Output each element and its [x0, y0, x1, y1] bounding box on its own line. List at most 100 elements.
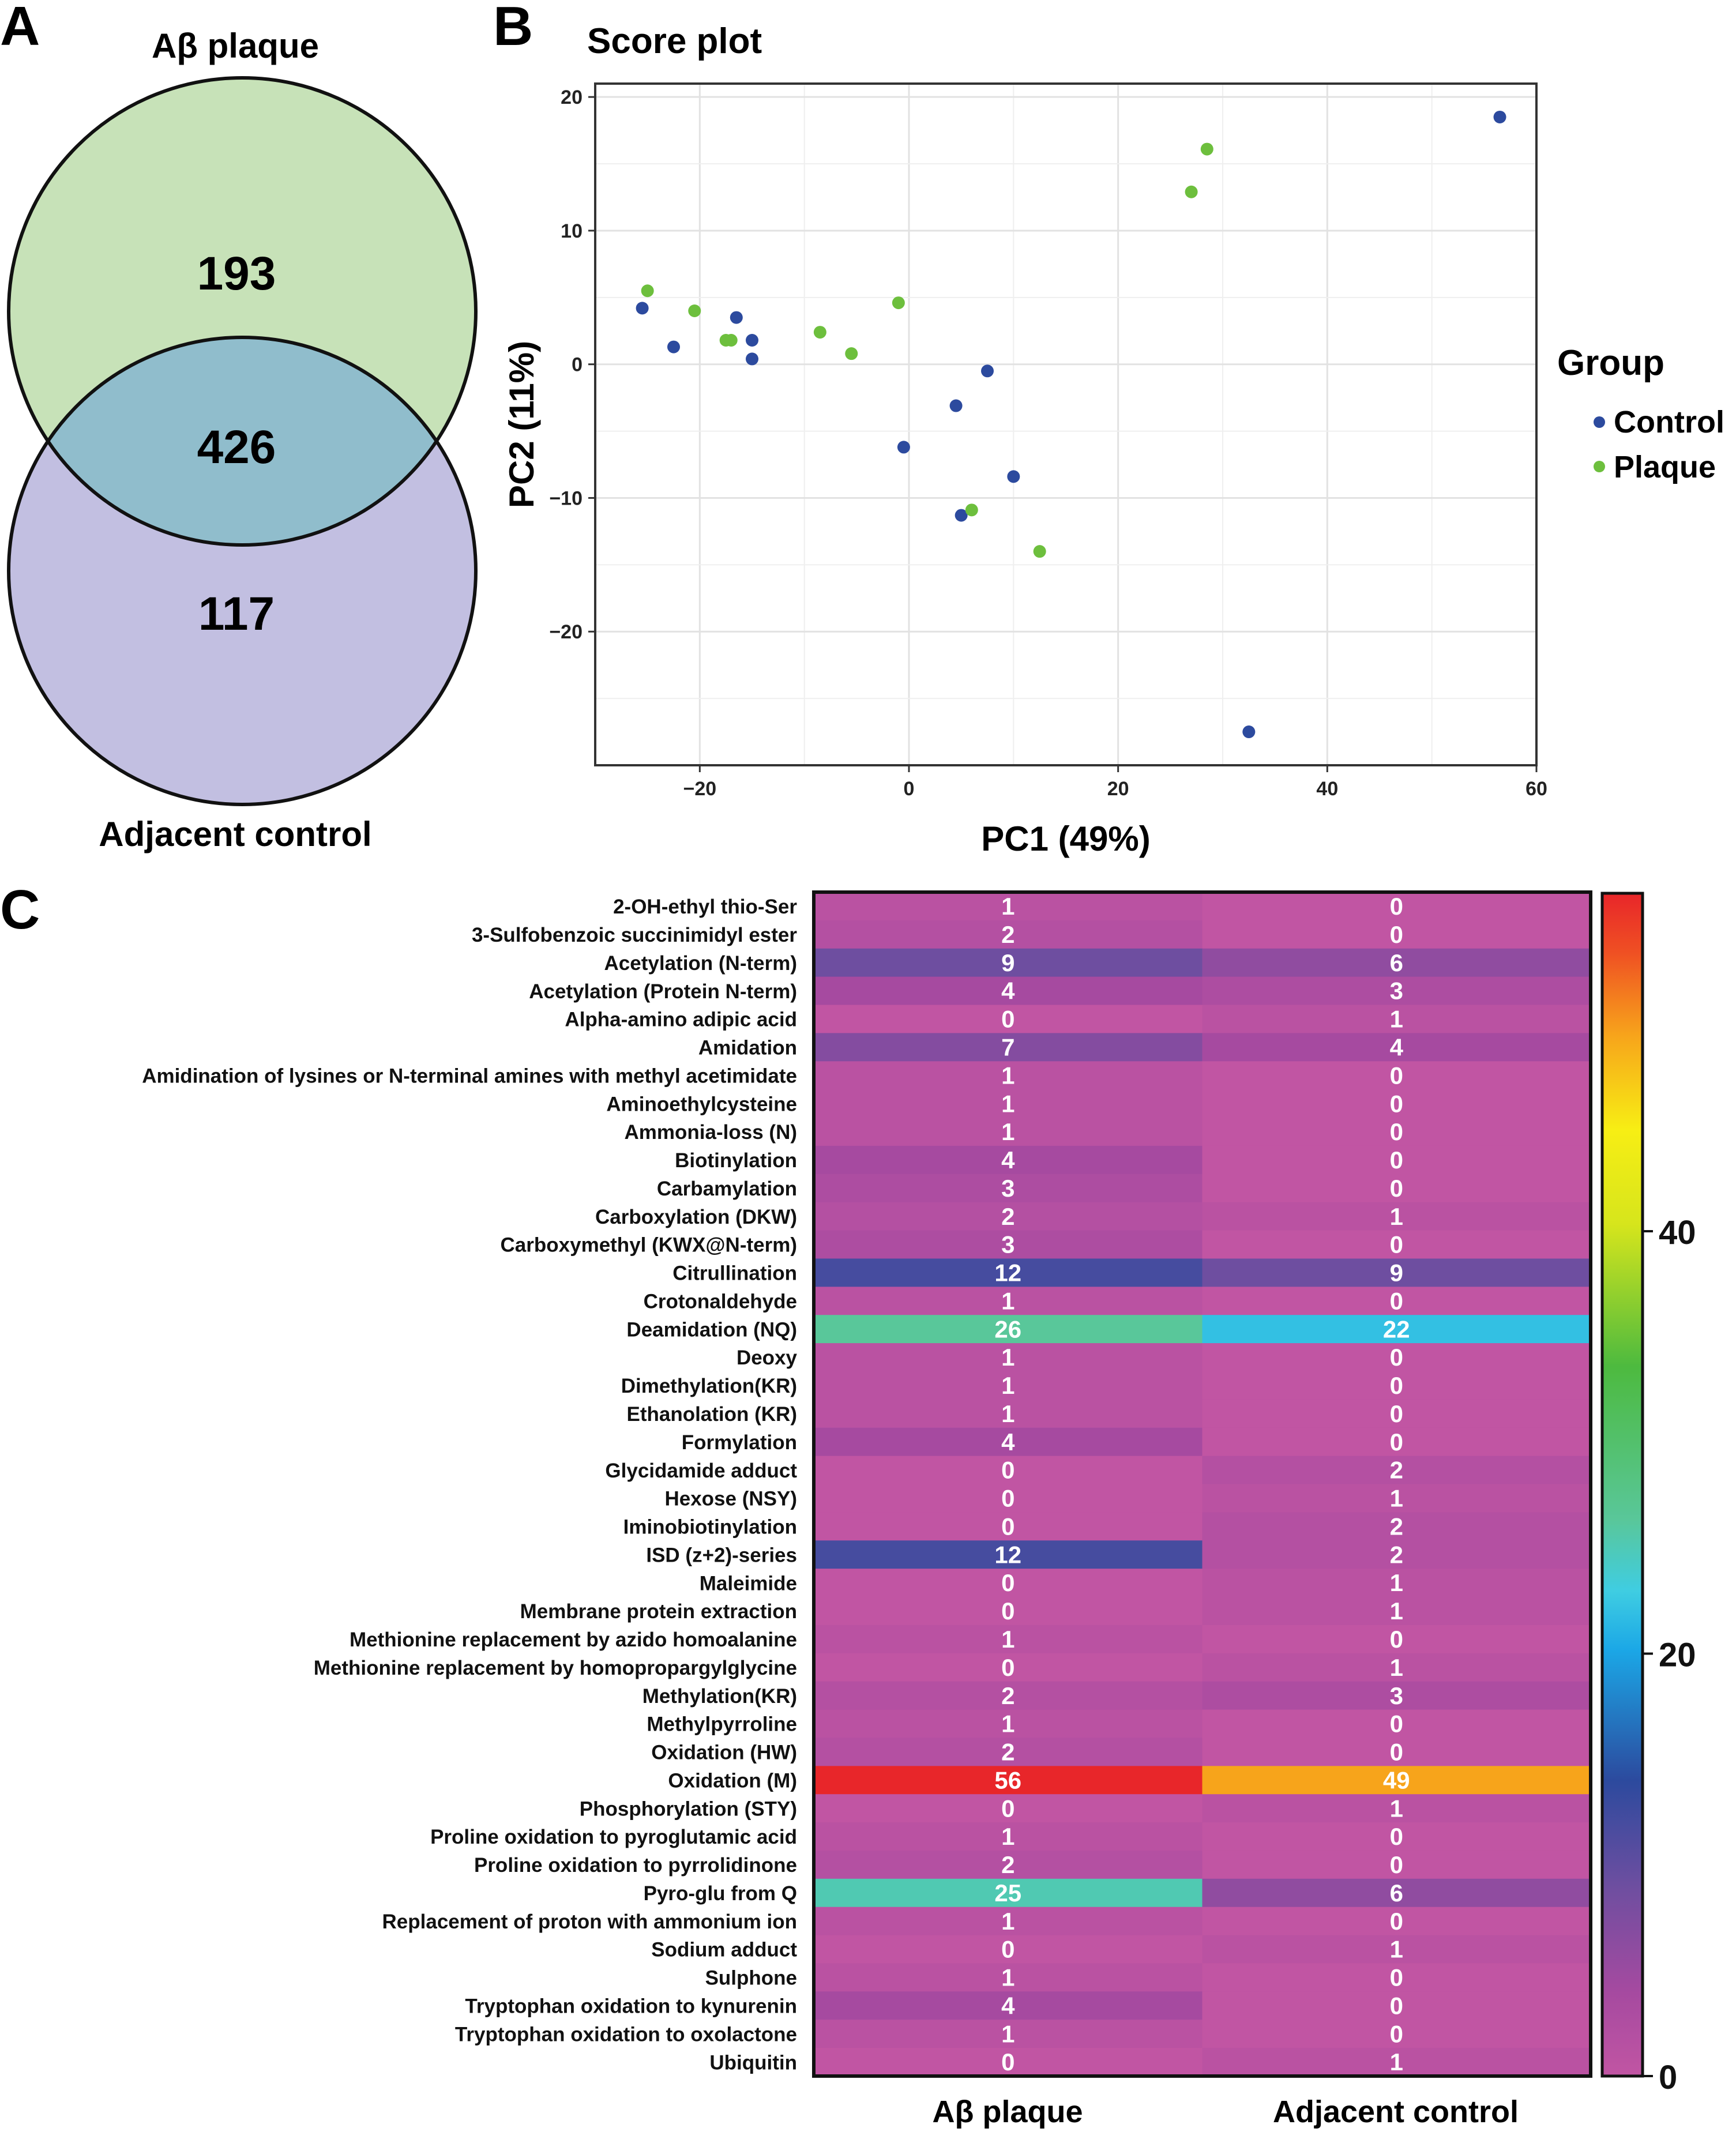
- heatmap-row-label: Carboxymethyl (KWX@N-term): [501, 1234, 797, 1257]
- heatmap-cell: [1202, 976, 1591, 1006]
- heatmap-cell: [1202, 1625, 1591, 1654]
- heatmap-cell-value: 1: [1390, 2048, 1403, 2075]
- heatmap-row-label: Replacement of proton with ammonium ion: [382, 1911, 797, 1933]
- heatmap-cell: [814, 1681, 1203, 1710]
- heatmap-cell-value: 0: [1390, 1992, 1403, 2019]
- scatter-title: Score plot: [587, 21, 762, 61]
- panel-c: C 1 02 09 64 30 17 41 01 01 04 03 02 13 012 91 026 221 01…: [0, 879, 1696, 2129]
- scatter-xtick-label: 20: [1107, 778, 1129, 800]
- heatmap-cell: [814, 1174, 1203, 1203]
- heatmap-row-label: Ubiquitin: [709, 2051, 797, 2074]
- venn-bottom-count: 117: [198, 588, 275, 640]
- heatmap-cell-value: 2: [1001, 1203, 1014, 1230]
- heatmap-cell: [1202, 1371, 1591, 1400]
- scatter-point-control: [1242, 725, 1256, 739]
- heatmap-cell-value: 0: [1001, 1936, 1014, 1963]
- heatmap-cell-value: 0: [1390, 1823, 1403, 1850]
- panel-a-letter: A: [0, 0, 40, 57]
- heatmap-cell: [814, 1371, 1203, 1400]
- heatmap-cell-value: 26: [994, 1315, 1021, 1343]
- heatmap-cell: [1202, 1766, 1591, 1795]
- heatmap-cell: [814, 1343, 1203, 1372]
- scatter-xlabel: PC1 (49%): [981, 819, 1150, 858]
- heatmap-cell: [814, 1597, 1203, 1626]
- heatmap-cell: [814, 1512, 1203, 1541]
- heatmap-cell-value: 2: [1001, 1851, 1014, 1878]
- heatmap-cell-value: 3: [1390, 1682, 1403, 1709]
- scatter-grid: [595, 84, 1538, 765]
- heatmap-cell: [814, 1456, 1203, 1484]
- heatmap-cell-value: 0: [1390, 2020, 1403, 2047]
- heatmap-cell-value: 0: [1390, 1118, 1403, 1145]
- heatmap-row-label: Carbamylation: [657, 1178, 797, 1200]
- heatmap-cell: [814, 1653, 1203, 1682]
- scatter-point-control: [667, 340, 680, 354]
- heatmap-cells: 1 02 09 64 30 17 41 01 01 04 03 02 13 012 91 026 221 01 01…: [814, 892, 1591, 2077]
- heatmap-cell: [1202, 2020, 1591, 2048]
- heatmap-cell-value: 1: [1001, 1372, 1014, 1399]
- heatmap-cell: [1202, 1991, 1591, 2020]
- heatmap-row-label: Formylation: [682, 1431, 797, 1454]
- heatmap-row-label: Proline oxidation to pyrrolidinone: [474, 1854, 797, 1877]
- heatmap-row-label: Oxidation (HW): [651, 1742, 797, 1764]
- heatmap-cell: [1202, 1569, 1591, 1597]
- heatmap-cell: [1202, 1935, 1591, 1964]
- heatmap-cell-value: 4: [1001, 977, 1015, 1005]
- scatter-ytick-label: 10: [561, 220, 583, 242]
- heatmap-cell-value: 1: [1390, 1203, 1403, 1230]
- heatmap-cell: [814, 1287, 1203, 1315]
- scatter-point-plaque: [965, 503, 978, 517]
- heatmap-cell: [1202, 1540, 1591, 1569]
- heatmap-cell-value: 0: [1390, 1287, 1403, 1314]
- heatmap-cell-value: 3: [1390, 977, 1403, 1005]
- heatmap-cell: [1202, 1850, 1591, 1879]
- scatter-point-control: [1493, 110, 1506, 123]
- scatter-point-plaque: [641, 284, 654, 298]
- heatmap-cell: [814, 1766, 1203, 1795]
- heatmap-cell: [1202, 1118, 1591, 1146]
- heatmap-cell: [1202, 1230, 1591, 1259]
- venn-overlap-region: [9, 337, 476, 545]
- heatmap-cell: [1202, 948, 1591, 977]
- heatmap-cell-value: 4: [1390, 1034, 1404, 1061]
- panel-b-letter: B: [493, 0, 533, 57]
- scatter-point-control: [730, 311, 743, 324]
- scatter-point-plaque: [1200, 142, 1213, 156]
- heatmap-cell: [814, 2020, 1203, 2048]
- heatmap-row-label: Deamidation (NQ): [626, 1318, 797, 1341]
- heatmap-cell: [1202, 1005, 1591, 1033]
- heatmap-cell: [814, 1625, 1203, 1654]
- heatmap-row-label: Methionine replacement by azido homoalan…: [350, 1629, 797, 1651]
- heatmap-cell-value: 1: [1001, 1626, 1014, 1653]
- scatter-point-control: [897, 441, 910, 454]
- heatmap-row-label: Oxidation (M): [668, 1769, 797, 1792]
- heatmap-row-label: Crotonaldehyde: [644, 1290, 797, 1313]
- heatmap-row-label: Methylation(KR): [642, 1685, 797, 1708]
- heatmap-cell: [814, 1963, 1203, 1992]
- scatter-plot-area: [595, 84, 1536, 765]
- heatmap-cell-value: 0: [1390, 893, 1403, 920]
- legend-control-label: Control: [1614, 405, 1724, 439]
- scatter-frame: [594, 82, 1538, 766]
- heatmap-cell-value: 2: [1001, 1682, 1014, 1709]
- scatter-xtick-label: −20: [683, 778, 716, 800]
- heatmap-cell-value: 0: [1390, 1372, 1403, 1399]
- colorbar: [1600, 892, 1644, 2078]
- heatmap-frame: [812, 890, 1592, 2078]
- venn-top-count: 193: [197, 247, 276, 300]
- scatter-ylabel: PC2 (11%): [502, 341, 541, 508]
- heatmap-cell-value: 1: [1001, 2020, 1014, 2047]
- heatmap-row-label: Methionine replacement by homopropargylg…: [314, 1657, 797, 1679]
- heatmap-cell-value: 1: [1001, 1090, 1014, 1117]
- heatmap-cell-value: 2: [1390, 1457, 1403, 1484]
- scatter-points: [636, 110, 1506, 739]
- heatmap-cell-value: 12: [994, 1259, 1021, 1287]
- heatmap-cell: [814, 1569, 1203, 1597]
- heatmap-cell: [814, 1738, 1203, 1766]
- heatmap-row-label: Methylpyrroline: [647, 1713, 797, 1736]
- heatmap-row-label: Membrane protein extraction: [520, 1600, 797, 1623]
- legend-control-swatch: [1594, 416, 1605, 428]
- heatmap-cell: [1202, 1484, 1591, 1513]
- heatmap-cell: [1202, 1202, 1591, 1231]
- heatmap-cell-value: 0: [1390, 1626, 1403, 1653]
